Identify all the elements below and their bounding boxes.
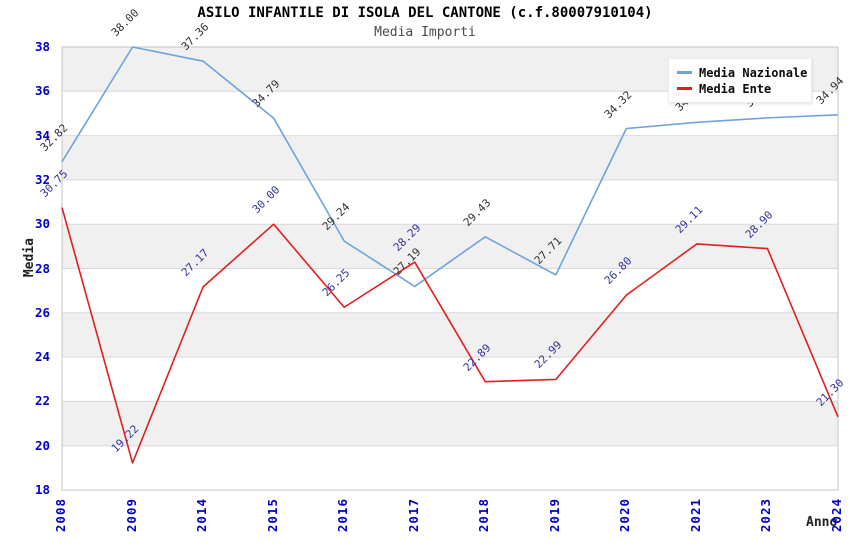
legend-item-media-ente: Media Ente xyxy=(677,81,805,96)
y-tick-label: 38 xyxy=(34,39,50,54)
x-tick-label: 2017 xyxy=(405,498,421,533)
x-tick-label: 2018 xyxy=(476,498,492,533)
x-tick-label: 2009 xyxy=(123,498,139,533)
x-tick-label: 2016 xyxy=(335,498,351,533)
legend-item-media-nazionale: Media Nazionale xyxy=(677,65,808,80)
plot-band xyxy=(62,401,838,446)
x-axis-title: Anno xyxy=(806,515,838,530)
y-tick-label: 22 xyxy=(34,393,50,409)
legend-box: Media Nazionale Media Ente xyxy=(668,58,812,103)
chart-title: ASILO INFANTILE DI ISOLA DEL CANTONE (c.… xyxy=(197,5,653,21)
x-tick-label: 2019 xyxy=(546,498,562,533)
plot-border xyxy=(61,46,839,491)
y-tick-label: 24 xyxy=(34,349,50,365)
x-tick-label: 2021 xyxy=(687,498,703,533)
legend-label: Media Ente xyxy=(699,81,772,96)
x-tick-label: 2014 xyxy=(194,498,210,533)
y-tick-label: 36 xyxy=(34,83,50,99)
y-tick-label: 30 xyxy=(34,216,50,232)
chart-subtitle: Media Importi xyxy=(374,25,476,40)
x-tick-label: 2023 xyxy=(758,498,774,533)
y-tick-label: 34 xyxy=(34,127,50,143)
x-tick-label: 2008 xyxy=(53,498,68,533)
y-tick-label: 32 xyxy=(34,171,50,187)
y-tick-label: 26 xyxy=(34,304,50,320)
x-tick-label: 2020 xyxy=(617,498,633,533)
legend-line-sample-blue-icon xyxy=(677,71,692,74)
legend-line-sample-red-icon xyxy=(677,87,692,90)
plot-band xyxy=(62,312,838,358)
series-line-media-nazionale xyxy=(61,46,839,288)
x-tick-label: 2024 xyxy=(829,498,844,533)
y-tick-label: 20 xyxy=(34,437,50,453)
plot-band xyxy=(62,135,838,180)
y-tick-label: 18 xyxy=(34,482,50,497)
y-tick-label: 28 xyxy=(34,260,50,276)
series-line-media-ente xyxy=(61,207,839,464)
legend-label: Media Nazionale xyxy=(699,65,808,80)
x-tick-label: 2015 xyxy=(264,498,280,533)
